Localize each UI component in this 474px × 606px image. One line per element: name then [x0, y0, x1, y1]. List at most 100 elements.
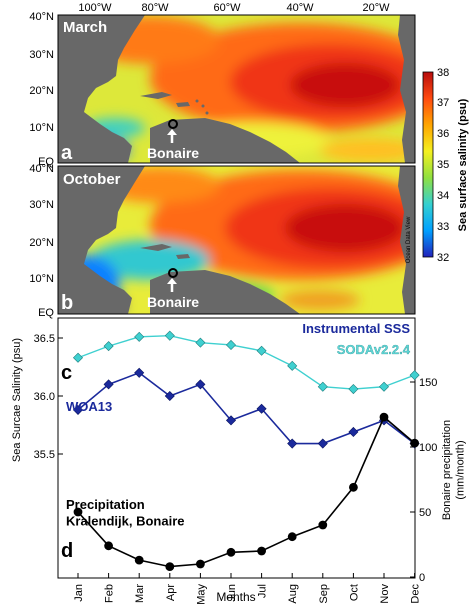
- lon-tick: 40°W: [286, 2, 314, 14]
- chart-frame: [57, 317, 416, 579]
- south-america-land: [150, 118, 300, 163]
- x-tick-label: Mar: [134, 584, 146, 603]
- right-axis-ticks: 150 100 50 0: [410, 377, 437, 584]
- lat-tick: 10°N: [29, 122, 54, 134]
- cb-tick: 33: [437, 221, 449, 233]
- y-axis-label-right: Bonaire precipitation(mm/month): [441, 420, 466, 520]
- y-tick-label: 36.5: [34, 333, 55, 345]
- x-tick-label: Oct: [348, 584, 360, 601]
- x-tick-label: Nov: [379, 584, 391, 604]
- data-point: [73, 507, 83, 517]
- x-tick-label: Apr: [165, 584, 177, 601]
- data-point: [72, 352, 84, 363]
- legend-precipitation: Precipitation Kralendijk, Bonaire: [66, 497, 184, 528]
- data-point: [195, 337, 206, 348]
- arrow-head-icon: [167, 278, 177, 284]
- colorbar-ticks: 38 37 36 35 34 33 32: [437, 67, 449, 264]
- data-point: [349, 482, 358, 492]
- panel-letter-c: c: [61, 362, 72, 384]
- map-panel-march: March a Bonaire 40°N 30°N 20°N 10°N EQ: [29, 11, 416, 168]
- colorbar: 38 37 36 35 34 33 32 Sea surface salinit…: [422, 67, 469, 264]
- colorbar-label: Sea surface salinity (psu): [457, 98, 469, 231]
- legend-soda: SODAv2.2.4: [337, 342, 411, 357]
- colorbar-scale: [422, 71, 434, 258]
- lat-tick: 30°N: [29, 49, 54, 61]
- panel-letter-b: b: [61, 292, 73, 314]
- panel-letter-d: d: [61, 540, 73, 562]
- data-point: [348, 426, 359, 437]
- north-america-land: [58, 15, 145, 163]
- y-tick-label: 35.5: [34, 449, 55, 461]
- site-label-bonaire: Bonaire: [147, 294, 199, 310]
- odv-watermark: Ocean Data View: [406, 216, 412, 263]
- panel-frame: [57, 14, 416, 164]
- panel-letter-a: a: [61, 142, 73, 164]
- map-panel-october: October b Bonaire Ocean Data View 40°N 3…: [29, 163, 416, 319]
- data-point: [226, 547, 236, 557]
- x-tick-label: Dec: [410, 584, 422, 604]
- y2-tick-label: 50: [419, 507, 431, 519]
- series-line: [77, 415, 416, 568]
- y2-tick-label: 150: [419, 377, 437, 389]
- lon-tick: 20°W: [362, 2, 390, 14]
- x-axis-ticks: Jan Feb Mar Apr May Jun Jul Aug Sep Oct Nov Dec: [73, 573, 422, 605]
- series-group: [72, 330, 420, 571]
- lat-ticks-a: 40°N 30°N 20°N 10°N EQ: [29, 11, 54, 168]
- data-point: [165, 562, 175, 571]
- africa-europe-land: [398, 166, 415, 314]
- data-point: [318, 520, 328, 530]
- top-lon-ticks: 100°W 80°W 60°W 40°W 20°W: [78, 2, 390, 14]
- data-point: [257, 546, 266, 556]
- data-point: [195, 379, 206, 390]
- data-point: [410, 438, 419, 448]
- data-point: [409, 370, 420, 381]
- data-point: [225, 339, 237, 350]
- data-point: [287, 360, 298, 371]
- lat-tick: 30°N: [29, 199, 54, 211]
- data-point: [134, 555, 144, 565]
- left-axis-ticks: 36.5 36.0 35.5: [34, 333, 63, 461]
- data-point: [256, 345, 267, 356]
- x-tick-label: Feb: [104, 584, 116, 603]
- data-point: [196, 559, 205, 569]
- data-point: [348, 384, 359, 395]
- data-point: [378, 381, 390, 392]
- lon-tick: 100°W: [78, 2, 112, 14]
- cb-tick: 34: [437, 190, 449, 202]
- north-america-land: [58, 166, 145, 314]
- lat-ticks-b: 40°N 30°N 20°N 10°N EQ: [29, 163, 54, 319]
- bonaire-marker: [168, 268, 178, 278]
- bonaire-marker: [168, 119, 178, 129]
- panel-title-october: October: [63, 171, 121, 188]
- data-point: [164, 390, 175, 402]
- data-point: [225, 415, 237, 426]
- y-tick-label: 36.0: [34, 391, 55, 403]
- lon-tick: 80°W: [141, 2, 169, 14]
- data-point: [317, 438, 328, 449]
- panel-frame: [57, 165, 416, 315]
- data-point: [134, 331, 145, 342]
- lat-tick: EQ: [38, 307, 54, 319]
- data-point: [134, 367, 145, 378]
- data-point: [103, 379, 114, 390]
- y-axis-label-left: Sea Surcae Salinity (psu): [11, 338, 23, 462]
- cb-tick: 37: [437, 97, 449, 109]
- line-chart: 36.5 36.0 35.5 150 100 50 0 Jan Feb Mar Apr May Ju…: [11, 317, 466, 605]
- data-point: [287, 438, 298, 449]
- legend-instrumental-sss: Instrumental SSS: [302, 321, 410, 336]
- y2-tick-label: 100: [419, 442, 437, 454]
- data-point: [103, 341, 114, 352]
- lat-tick: 40°N: [29, 11, 54, 23]
- cb-tick: 38: [437, 67, 449, 79]
- lon-tick: 60°W: [213, 2, 241, 14]
- lat-tick: 10°N: [29, 273, 54, 285]
- x-tick-label: May: [195, 584, 207, 605]
- cb-tick: 32: [437, 252, 449, 264]
- data-point: [164, 330, 175, 341]
- africa-europe-land: [398, 15, 415, 163]
- caribbean-islands: [140, 244, 190, 259]
- x-tick-label: Jan: [73, 584, 85, 602]
- lat-tick: EQ: [38, 156, 54, 168]
- site-label-bonaire: Bonaire: [147, 145, 199, 161]
